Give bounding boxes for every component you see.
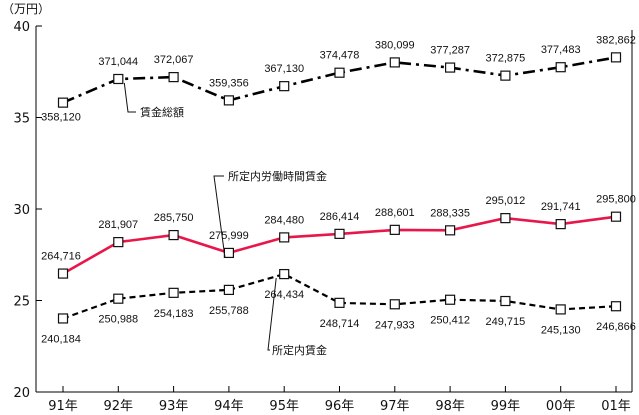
data-point-marker [500, 213, 511, 224]
data-label: 249,715 [486, 316, 526, 328]
data-point-marker [168, 287, 179, 298]
data-label: 372,875 [486, 53, 526, 65]
data-point-marker [445, 62, 456, 73]
data-point-marker [555, 62, 566, 73]
data-label: 245,130 [541, 324, 581, 336]
data-point-marker [113, 293, 124, 304]
data-label: 358,120 [41, 112, 81, 124]
data-point-marker [610, 52, 622, 63]
data-label: 371,044 [98, 56, 138, 68]
y-tick-label: 30 [13, 203, 30, 218]
data-label: 291,741 [541, 201, 581, 213]
y-tick-label: 40 [13, 20, 30, 35]
data-label: 295,012 [486, 195, 526, 207]
x-tick-label: 01年 [601, 399, 631, 414]
data-label: 250,988 [98, 314, 138, 326]
callout-leader-line [123, 82, 136, 113]
y-tick-label: 25 [13, 295, 30, 310]
data-point-marker [445, 294, 456, 305]
data-point-marker [334, 228, 345, 239]
data-point-marker [610, 211, 622, 222]
data-label: 286,414 [320, 211, 360, 223]
markers [57, 52, 622, 324]
data-label: 380,099 [375, 39, 415, 51]
series-name-label: 所定内労働時間賃金 [228, 169, 327, 183]
x-tick-label: 98年 [435, 399, 465, 414]
data-point-marker [500, 70, 511, 81]
data-point-marker [334, 67, 345, 78]
data-label: 359,356 [209, 77, 249, 89]
data-point-marker [113, 73, 124, 85]
data-label: 240,184 [41, 333, 81, 345]
value-labels: 358,120 371,044 372,067 359,356 367,130 374,4… [41, 34, 636, 345]
data-point-marker [57, 268, 69, 279]
data-point-marker [389, 57, 400, 68]
data-point-marker [223, 247, 234, 259]
data-label: 281,907 [98, 219, 138, 231]
data-label: 264,434 [264, 289, 304, 301]
data-point-marker [555, 304, 566, 315]
series-line [62, 215, 617, 275]
data-label: 382,862 [596, 34, 636, 46]
data-point-marker [279, 81, 290, 92]
data-label: 264,716 [41, 251, 81, 263]
data-label: 250,412 [430, 315, 470, 327]
x-tick-label: 94年 [214, 399, 244, 414]
data-point-marker [223, 95, 234, 106]
data-label: 377,483 [541, 44, 581, 56]
data-label: 275,999 [209, 230, 249, 242]
series-line [62, 56, 617, 104]
x-tick-label: 92年 [104, 399, 134, 414]
data-label: 367,130 [264, 63, 304, 75]
x-tick-label: 00年 [546, 399, 576, 414]
x-tick-label: 93年 [159, 399, 189, 414]
data-label: 372,067 [154, 54, 194, 66]
data-point-marker [389, 299, 400, 310]
data-point-marker [57, 97, 69, 108]
data-point-marker [279, 232, 290, 243]
data-point-marker [113, 237, 124, 248]
data-label: 248,714 [320, 318, 360, 330]
data-point-marker [168, 72, 179, 83]
data-point-marker [389, 224, 400, 235]
x-tick-label: 96年 [325, 399, 355, 414]
data-label: 374,478 [320, 50, 360, 62]
data-point-marker [223, 284, 234, 296]
data-point-marker [445, 225, 456, 236]
series-line [62, 272, 617, 320]
data-label: 246,866 [596, 321, 636, 333]
data-label: 284,480 [264, 214, 304, 226]
data-label: 285,750 [154, 212, 194, 224]
x-tick-label: 99年 [491, 399, 521, 414]
data-point-marker [57, 313, 69, 324]
x-tick-label: 91年 [48, 399, 78, 414]
data-label: 288,335 [430, 207, 470, 219]
x-tick-label: 97年 [380, 399, 410, 414]
x-tick-label: 95年 [269, 399, 299, 414]
data-point-marker [610, 301, 622, 312]
data-label: 254,183 [154, 308, 194, 320]
data-label: 255,788 [209, 305, 249, 317]
data-label: 377,287 [430, 45, 470, 57]
axes: 20 25 30 35 40 91年 92年 93年 94年 95年 96年 97年 98年 99年 00年… [13, 20, 633, 414]
data-label: 295,800 [596, 194, 636, 206]
callout-leader-line [213, 175, 226, 257]
y-tick-label: 35 [13, 112, 30, 127]
series-name-label: 所定内賃金 [272, 343, 327, 357]
data-point-marker [334, 297, 345, 308]
y-tick-label: 20 [13, 386, 30, 401]
data-point-marker [555, 219, 566, 230]
callout-leader-line [267, 278, 277, 351]
data-label: 247,933 [375, 319, 415, 331]
data-point-marker [279, 268, 290, 280]
data-point-marker [168, 229, 179, 241]
series-lines [62, 56, 617, 320]
data-label: 288,601 [375, 207, 415, 219]
y-axis-unit-label: （万円） [2, 2, 50, 16]
data-point-marker [500, 295, 511, 307]
series-name-label: 賃金総額 [140, 105, 184, 119]
